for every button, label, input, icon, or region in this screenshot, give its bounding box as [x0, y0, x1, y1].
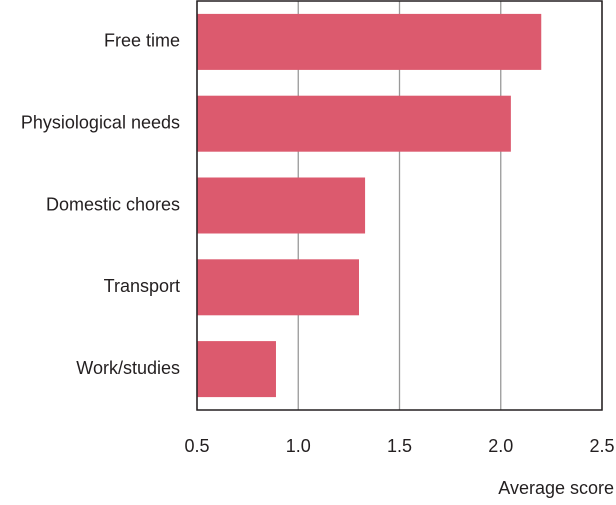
y-tick-label: Domestic chores [46, 194, 180, 214]
x-tick-label: 2.0 [488, 436, 513, 456]
y-tick-label: Transport [104, 276, 180, 296]
x-tick-label: 2.5 [589, 436, 614, 456]
y-tick-label: Physiological needs [21, 112, 180, 132]
y-tick-label: Free time [104, 31, 180, 51]
plot-frame [196, 0, 603, 411]
x-tick-label: 0.5 [184, 436, 209, 456]
bar [197, 341, 276, 398]
bar [197, 13, 542, 70]
bar [197, 95, 511, 152]
y-tick-label: Work/studies [76, 358, 180, 378]
x-tick-label: 1.5 [387, 436, 412, 456]
x-tick-label: 1.0 [286, 436, 311, 456]
bar [197, 259, 359, 316]
x-axis-label: Average score [498, 478, 614, 498]
bar [197, 177, 366, 234]
